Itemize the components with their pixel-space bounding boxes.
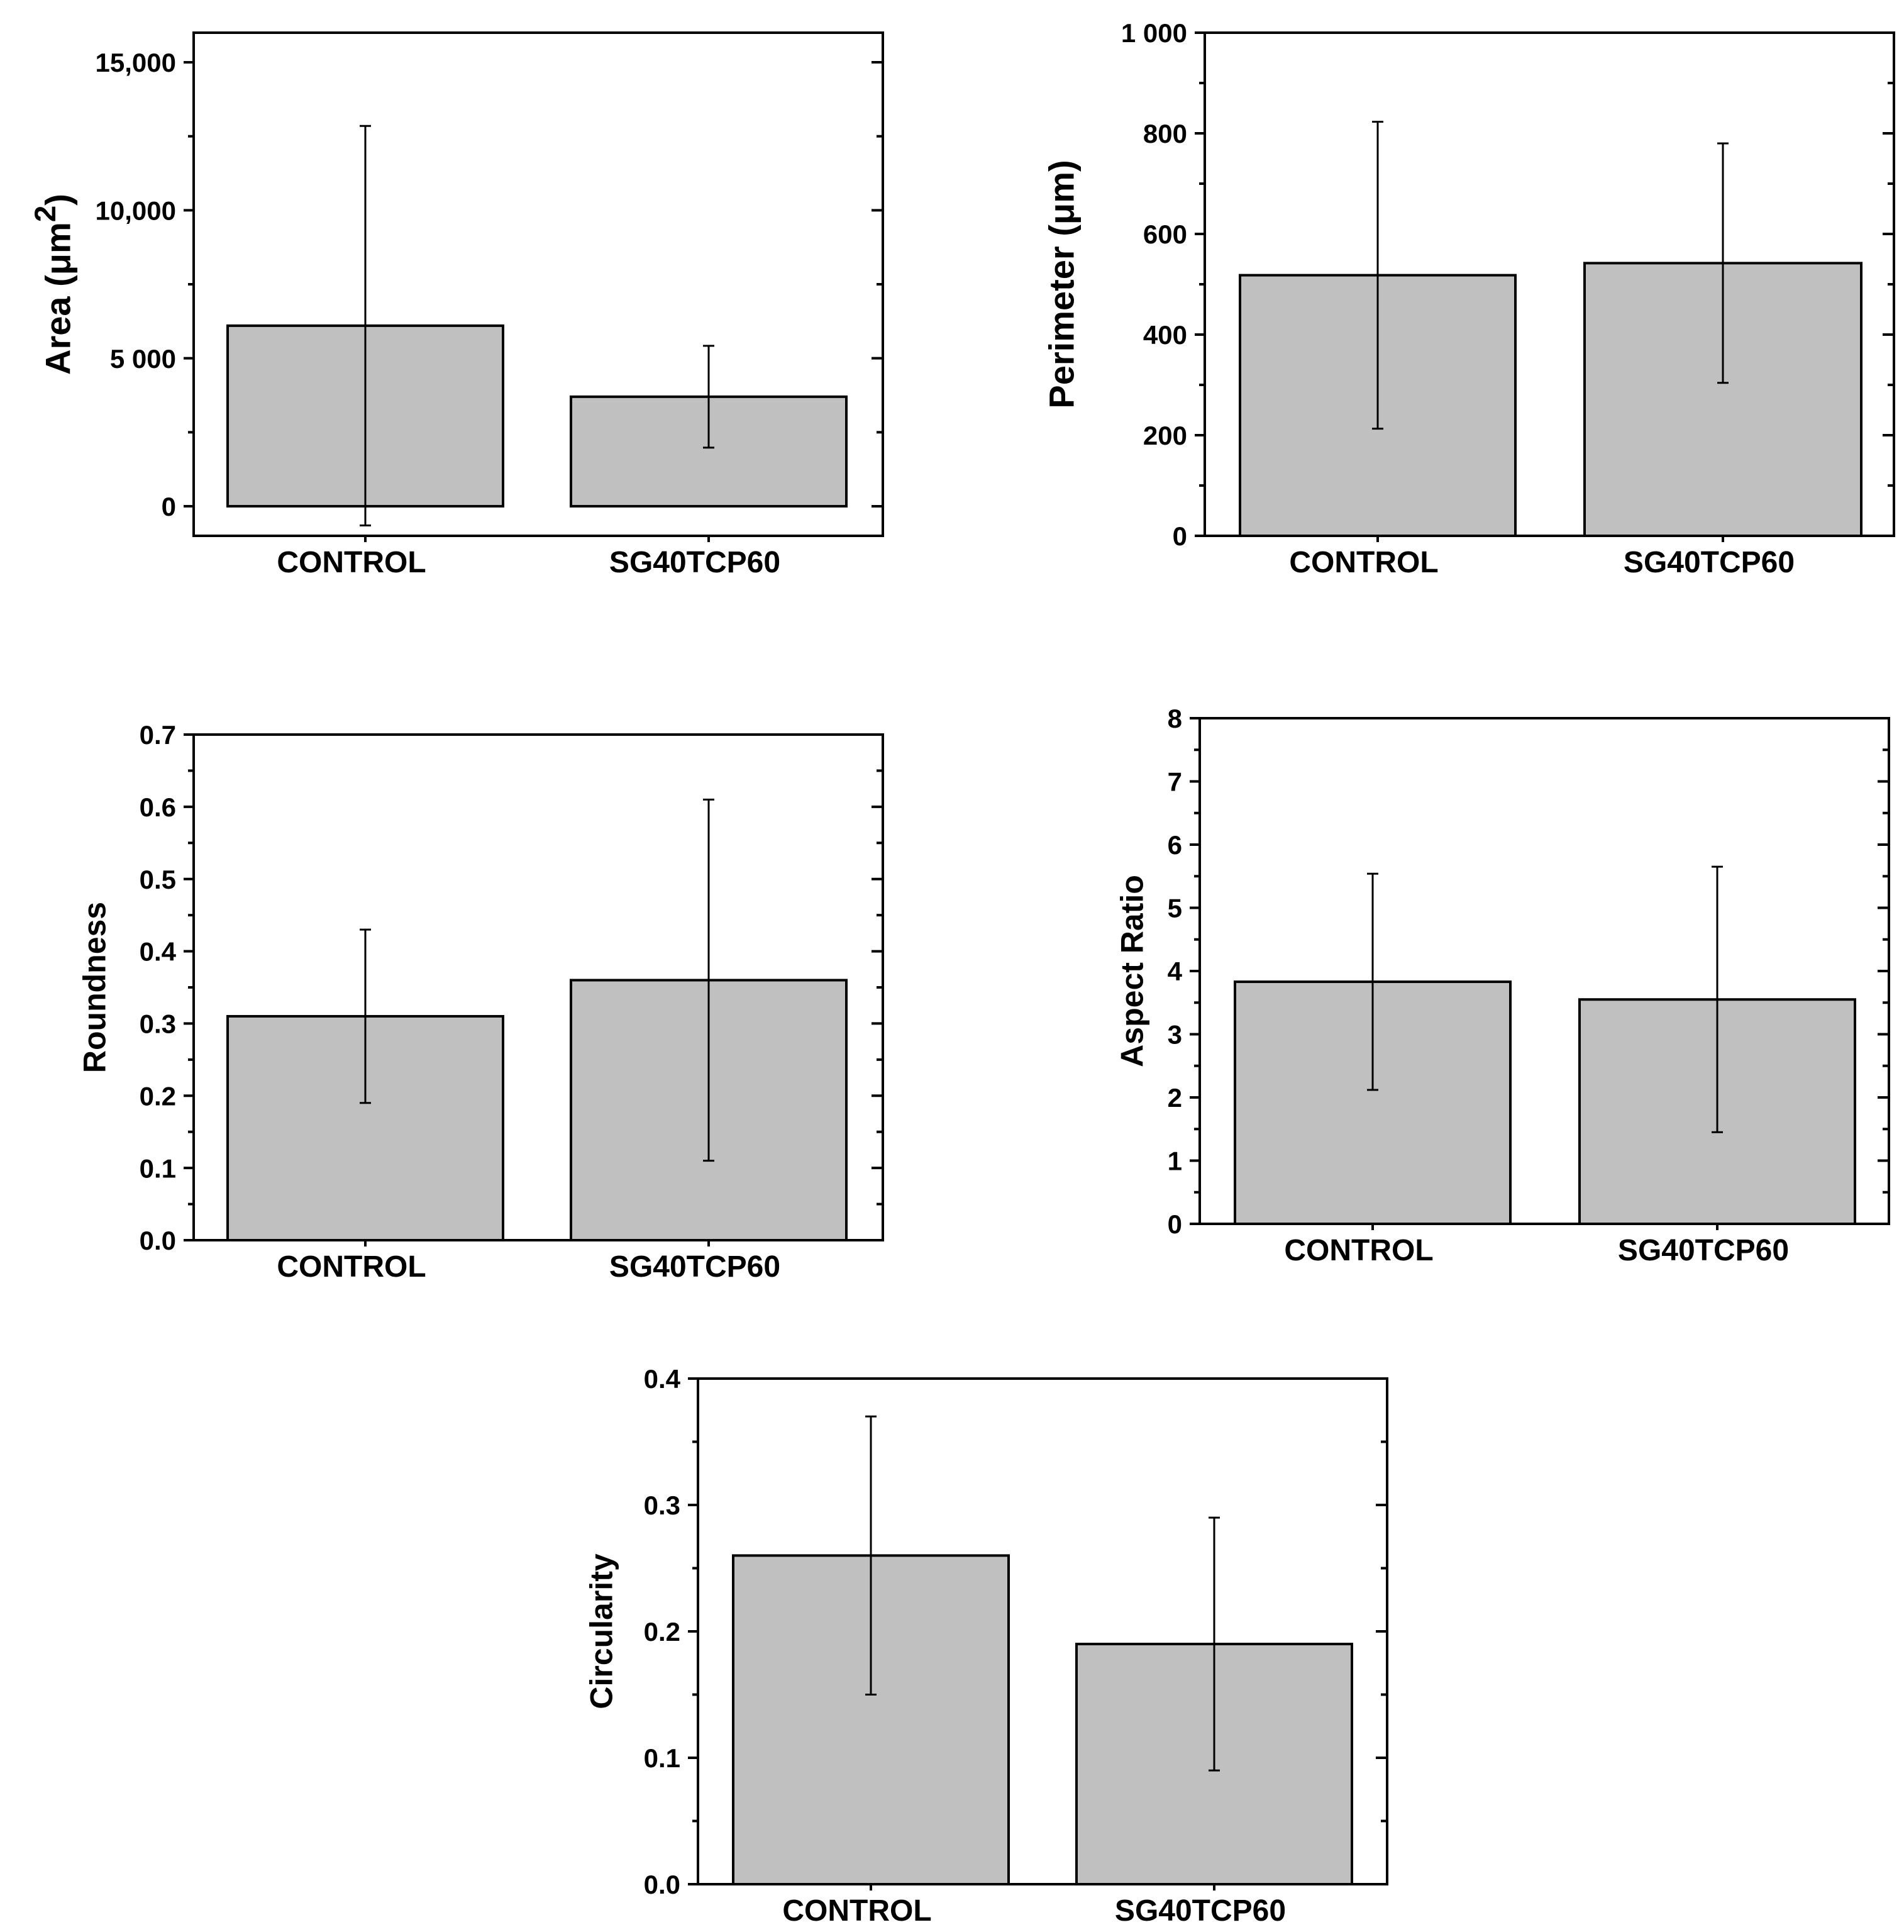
x-tick-label-control: CONTROL xyxy=(1289,546,1438,579)
y-axis-label-text: Circularity xyxy=(584,1553,619,1709)
y-tick-label: 8 xyxy=(1168,704,1182,733)
y-tick-label: 0.3 xyxy=(644,1491,680,1520)
x-tick-label-control: CONTROL xyxy=(277,1250,426,1284)
y-tick-label: 400 xyxy=(1143,320,1187,350)
chart-panel-5: 0.0 0.1 0.2 0.3 0.4 CONTROL SG40TCP60 Circulari… xyxy=(584,1364,1388,1928)
x-tick-label-sg40tcp60: SG40TCP60 xyxy=(1624,546,1795,579)
x-tick-label-sg40tcp60: SG40TCP60 xyxy=(1115,1894,1286,1928)
y-axis-label-text: Roundness xyxy=(77,902,113,1073)
y-tick-label: 7 xyxy=(1168,767,1182,797)
y-tick-label: 1 000 xyxy=(1121,18,1187,48)
y-tick-label: 0.4 xyxy=(140,937,177,967)
y-tick-label: 5 000 xyxy=(110,344,176,374)
x-tick-label-sg40tcp60: SG40TCP60 xyxy=(609,546,780,579)
y-axis-label-close: ) xyxy=(38,194,78,206)
chart-panel-4: 0 1 2 3 4 5 6 7 8 CONTROL SG40TCP60 Aspect Ratio xyxy=(1115,704,1890,1267)
y-tick-label: 0.2 xyxy=(140,1081,176,1111)
y-tick-label: 0.0 xyxy=(644,1870,680,1899)
y-axis-label: Area (μm2) xyxy=(29,194,78,375)
y-tick-label: 5 xyxy=(1168,894,1182,923)
chart-panel-1: 0 5 000 10,000 15,000 CONTROL SG40TCP60 Area (… xyxy=(29,31,884,579)
x-tick-label-control: CONTROL xyxy=(782,1894,931,1928)
y-tick-label: 0.7 xyxy=(140,720,176,750)
chart-panel-3: 0.0 0.1 0.2 0.3 0.4 0.5 0.6 0.7 CONTROL SG40TCP60… xyxy=(77,720,884,1284)
x-tick-label-sg40tcp60: SG40TCP60 xyxy=(1618,1234,1789,1267)
y-axis-label: Aspect Ratio xyxy=(1115,875,1150,1067)
y-tick-label: 0 xyxy=(1168,1209,1182,1239)
y-tick-label: 15,000 xyxy=(96,48,176,77)
y-axis-label: Perimeter (μm) xyxy=(1042,160,1082,408)
x-tick-label-control: CONTROL xyxy=(277,546,426,579)
y-tick-label: 0 xyxy=(1173,521,1187,551)
y-tick-label: 0.5 xyxy=(140,865,176,894)
y-tick-label: 0.2 xyxy=(644,1617,680,1646)
y-tick-label: 4 xyxy=(1168,957,1183,986)
y-tick-label: 0.3 xyxy=(140,1009,176,1039)
y-tick-label: 0.6 xyxy=(140,792,176,822)
y-tick-label: 600 xyxy=(1143,219,1187,249)
y-axis-label-text: Area (μm xyxy=(38,222,78,375)
y-axis-label-text: Aspect Ratio xyxy=(1115,875,1150,1067)
y-tick-label: 0.1 xyxy=(644,1743,680,1773)
y-tick-label: 6 xyxy=(1168,830,1182,860)
y-tick-label: 1 xyxy=(1168,1146,1182,1176)
y-axis-label: Roundness xyxy=(77,902,113,1073)
y-tick-label: 10,000 xyxy=(96,196,176,225)
x-tick-label-sg40tcp60: SG40TCP60 xyxy=(609,1250,780,1284)
y-tick-label: 2 xyxy=(1168,1083,1182,1113)
y-axis-label-text: Perimeter (μm) xyxy=(1042,160,1082,408)
y-tick-label: 800 xyxy=(1143,119,1187,148)
x-tick-label-control: CONTROL xyxy=(1284,1234,1433,1267)
y-tick-label: 0.4 xyxy=(644,1364,681,1394)
y-tick-label: 200 xyxy=(1143,421,1187,450)
chart-panel-2: 0 200 400 600 800 1 000 CONTROL SG40TCP60 Perime… xyxy=(1042,18,1895,579)
y-tick-label: 3 xyxy=(1168,1020,1182,1050)
y-tick-label: 0.0 xyxy=(140,1226,176,1255)
y-axis-label: Circularity xyxy=(584,1553,619,1709)
y-tick-label: 0 xyxy=(162,492,176,521)
y-axis-label-superscript: 2 xyxy=(29,206,62,222)
y-tick-label: 0.1 xyxy=(140,1153,176,1183)
